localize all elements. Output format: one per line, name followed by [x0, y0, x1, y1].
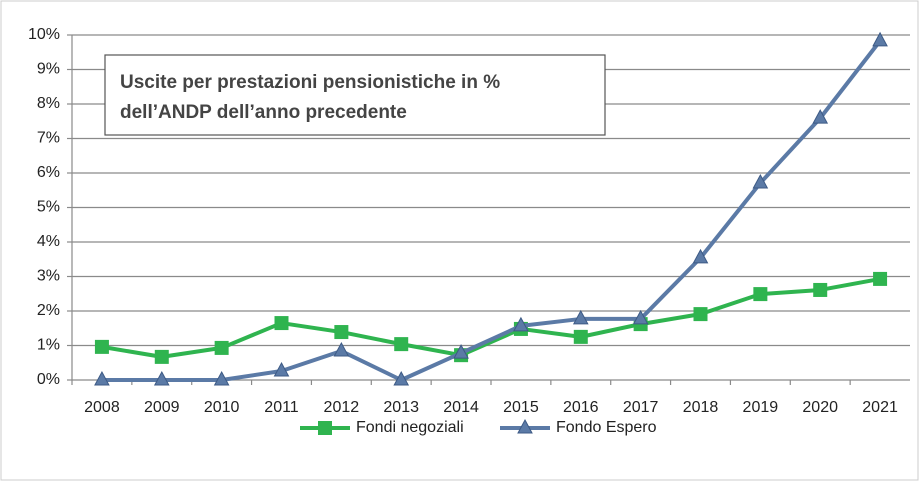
y-tick-label: 2% — [37, 302, 60, 319]
marker — [813, 282, 828, 297]
x-tick-label: 2014 — [443, 399, 479, 416]
x-tick-label: 2013 — [383, 399, 419, 416]
x-tick-label: 2010 — [204, 399, 240, 416]
x-tick-label: 2012 — [324, 399, 360, 416]
y-tick-label: 1% — [37, 337, 60, 354]
x-tick-label: 2017 — [623, 399, 659, 416]
marker — [213, 370, 230, 386]
marker — [517, 418, 533, 434]
legend-label: Fondo Espero — [556, 419, 657, 436]
marker — [632, 309, 649, 325]
marker — [393, 370, 410, 386]
marker — [752, 173, 769, 189]
x-tick-label: 2011 — [264, 399, 299, 416]
x-tick-label: 2016 — [563, 399, 599, 416]
marker — [453, 344, 469, 359]
marker — [572, 309, 589, 325]
marker — [214, 340, 229, 355]
x-tick-label: 2008 — [84, 399, 120, 416]
marker — [513, 316, 529, 332]
marker — [318, 421, 332, 435]
chart-title: Uscite per prestazioni pensionistiche in… — [120, 72, 500, 93]
y-tick-label: 10% — [28, 26, 60, 43]
marker — [394, 337, 409, 352]
marker — [753, 287, 768, 302]
marker — [692, 248, 709, 264]
y-tick-label: 7% — [37, 130, 60, 147]
x-tick-label: 2019 — [743, 399, 779, 416]
y-tick-label: 5% — [37, 199, 60, 216]
marker — [153, 370, 170, 386]
marker — [693, 307, 708, 322]
series-line — [101, 276, 881, 359]
marker — [273, 361, 290, 377]
x-tick-label: 2009 — [144, 399, 180, 416]
series-line — [101, 39, 882, 382]
marker — [154, 349, 169, 364]
x-tick-label: 2015 — [503, 399, 539, 416]
y-tick-label: 8% — [37, 95, 60, 112]
x-tick-label: 2021 — [862, 399, 898, 416]
marker — [334, 325, 349, 340]
marker — [573, 329, 588, 344]
y-tick-label: 6% — [37, 164, 60, 181]
marker — [872, 31, 888, 47]
title-box — [104, 54, 606, 136]
marker — [812, 109, 829, 124]
x-tick-label: 2020 — [802, 399, 838, 416]
marker — [873, 271, 888, 286]
y-tick-label: 3% — [37, 268, 60, 285]
marker — [274, 316, 289, 331]
x-tick-label: 2018 — [683, 399, 719, 416]
y-tick-label: 9% — [37, 61, 60, 78]
marker — [94, 370, 110, 386]
chart-title: dell’ANDP dell’anno precedente — [120, 102, 407, 123]
marker — [94, 339, 109, 354]
y-tick-label: 0% — [37, 371, 60, 388]
y-tick-label: 4% — [37, 233, 60, 250]
series-layer — [94, 31, 888, 386]
legend-label: Fondi negoziali — [356, 419, 464, 436]
marker — [333, 341, 350, 357]
